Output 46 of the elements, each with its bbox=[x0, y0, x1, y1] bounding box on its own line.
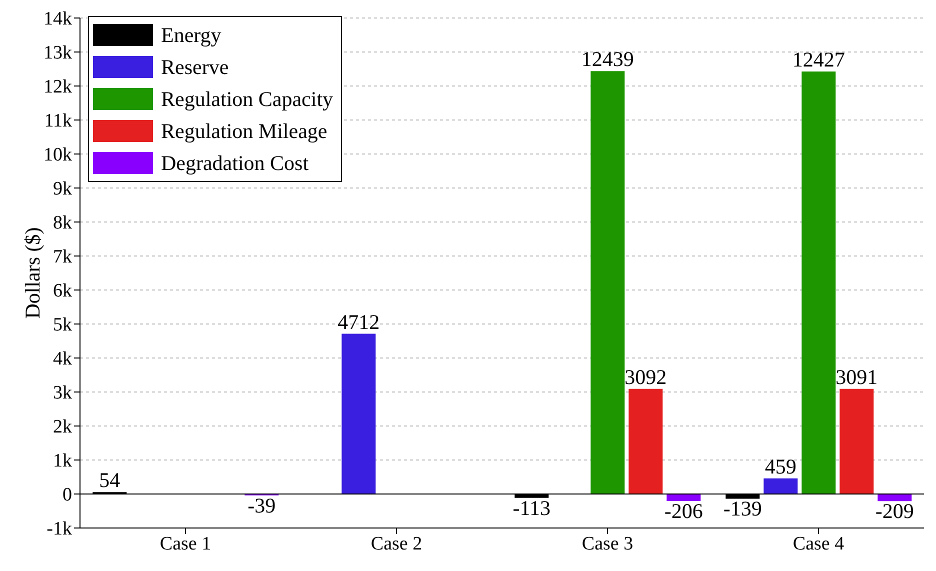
y-tick-label: 4k bbox=[53, 348, 72, 370]
y-tick-label: 0 bbox=[62, 484, 72, 506]
bar bbox=[764, 478, 798, 494]
bar bbox=[666, 494, 701, 502]
y-tick-label: 1k bbox=[53, 450, 72, 472]
data-label: -139 bbox=[723, 496, 762, 521]
bar bbox=[878, 494, 912, 502]
y-tick-label: 10k bbox=[44, 144, 72, 166]
legend-label: Regulation Capacity bbox=[161, 86, 334, 112]
bar bbox=[590, 71, 625, 494]
x-tick-label: Case 3 bbox=[582, 533, 634, 554]
y-tick-label: 14k bbox=[44, 8, 72, 30]
x-tick-label: Case 4 bbox=[792, 533, 845, 554]
data-label: -206 bbox=[664, 499, 703, 524]
bar bbox=[342, 334, 376, 494]
x-tick-label: Case 1 bbox=[160, 533, 212, 554]
legend-label: Degradation Cost bbox=[161, 150, 309, 176]
y-tick-label: 3k bbox=[53, 382, 72, 404]
data-label: -113 bbox=[512, 496, 551, 520]
data-label: 459 bbox=[764, 454, 796, 478]
data-label: -209 bbox=[875, 499, 914, 524]
legend-label: Regulation Mileage bbox=[161, 118, 328, 144]
legend-label: Reserve bbox=[161, 54, 229, 80]
data-label: 12439 bbox=[581, 47, 634, 72]
y-tick-label: 5k bbox=[53, 314, 72, 336]
y-tick-label: 6k bbox=[53, 280, 72, 302]
data-label: 4712 bbox=[338, 310, 380, 334]
x-tick-label: Case 2 bbox=[370, 533, 422, 554]
y-axis-title: Dollars ($) bbox=[20, 227, 44, 319]
data-label: 3091 bbox=[836, 364, 878, 389]
y-tick-label: 7k bbox=[53, 246, 72, 268]
y-tick-label: 11k bbox=[44, 110, 72, 132]
y-tick-label: 13k bbox=[44, 42, 72, 64]
data-label: 12427 bbox=[792, 47, 845, 72]
y-tick-label: 2k bbox=[53, 416, 72, 438]
y-tick-label: 9k bbox=[53, 178, 72, 200]
y-tick-label: 8k bbox=[53, 212, 72, 234]
data-label: 3092 bbox=[624, 364, 667, 389]
y-tick-label: 12k bbox=[44, 76, 72, 98]
legend-label: Energy bbox=[161, 22, 222, 48]
data-label: -39 bbox=[248, 493, 276, 518]
bar bbox=[628, 388, 663, 494]
data-label: 54 bbox=[99, 468, 121, 492]
bar bbox=[802, 71, 836, 494]
bar bbox=[840, 388, 874, 494]
y-tick-label: -1k bbox=[46, 518, 72, 540]
